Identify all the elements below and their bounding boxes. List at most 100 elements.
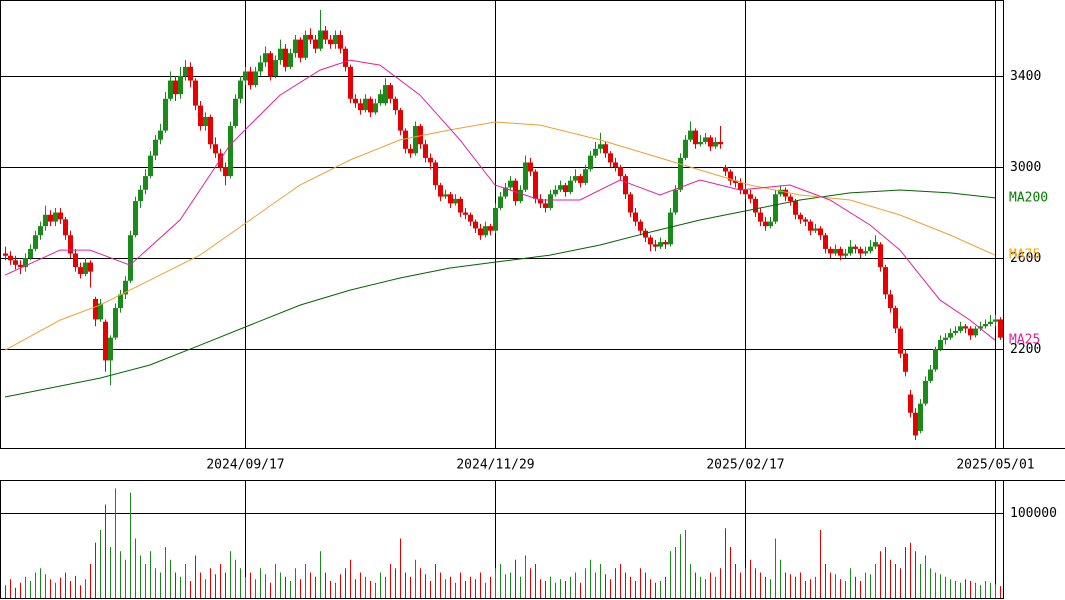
candle-body	[618, 167, 623, 177]
ma-line	[4, 59, 996, 341]
candle-body	[898, 328, 903, 354]
candle-body	[943, 337, 948, 340]
candle-body	[628, 194, 633, 213]
candle-body	[203, 116, 208, 127]
candle-body	[83, 262, 88, 274]
candle-body	[813, 228, 818, 231]
candle-body	[323, 30, 328, 40]
candle-body	[188, 66, 193, 81]
candle-body	[243, 71, 248, 81]
candle-body	[913, 412, 918, 436]
ma-label: MA25	[1009, 333, 1040, 348]
candle-body	[593, 148, 598, 156]
y-tick-label: 2200	[1010, 342, 1041, 357]
candle-body	[313, 39, 318, 49]
candle-body	[148, 155, 153, 177]
candle-body	[763, 221, 768, 227]
candle-body	[423, 144, 428, 158]
candle-body	[668, 212, 673, 245]
candle-body	[973, 328, 978, 336]
candle-body	[23, 258, 28, 268]
candle-body	[738, 182, 743, 190]
candle-body	[933, 349, 938, 370]
x-tick-label: 2024/09/17	[206, 458, 284, 473]
candle-body	[883, 267, 888, 295]
candle-body	[938, 339, 943, 350]
candle-body	[13, 260, 18, 265]
y-tick-label: 3400	[1010, 69, 1041, 84]
candle-body	[718, 141, 723, 145]
candle-body	[958, 326, 963, 331]
candle-body	[673, 189, 678, 213]
candle-body	[903, 353, 908, 372]
candle-body	[788, 196, 793, 202]
candle-body	[168, 80, 173, 99]
candle-body	[428, 157, 433, 163]
candle-body	[993, 319, 998, 322]
candle-body	[88, 262, 93, 272]
candle-body	[563, 185, 568, 193]
candle-body	[833, 248, 838, 254]
candle-body	[518, 189, 523, 202]
y-tick-label: 3000	[1010, 160, 1041, 175]
candle-body	[803, 219, 808, 222]
candle-body	[413, 126, 418, 154]
candle-body	[63, 219, 68, 236]
candle-body	[173, 80, 178, 95]
candle-body	[208, 116, 213, 145]
candle-body	[773, 194, 778, 222]
candle-body	[213, 144, 218, 154]
candle-body	[378, 94, 383, 104]
candle-body	[293, 39, 298, 54]
ma-line	[4, 121, 996, 351]
candle-body	[728, 171, 733, 181]
candle-body	[888, 294, 893, 309]
candle-body	[193, 80, 198, 106]
candle-body	[233, 98, 238, 127]
candle-body	[348, 66, 353, 99]
candle-body	[318, 30, 323, 49]
candle-body	[283, 48, 288, 67]
candle-body	[603, 144, 608, 154]
candle-body	[533, 171, 538, 199]
candle-body	[178, 75, 183, 95]
candle-body	[733, 180, 738, 183]
candle-body	[583, 169, 588, 183]
candle-body	[983, 323, 988, 327]
candle-body	[923, 380, 928, 404]
candle-body	[508, 180, 513, 188]
candle-body	[333, 35, 338, 45]
candle-body	[948, 333, 953, 338]
candle-body	[488, 226, 493, 231]
candle-body	[278, 48, 283, 61]
candle-body	[498, 196, 503, 208]
candle-body	[358, 103, 363, 111]
candle-body	[38, 226, 43, 236]
candle-body	[643, 230, 648, 238]
candle-body	[703, 137, 708, 142]
y-tick-label: 100000	[1010, 506, 1057, 521]
candle-body	[753, 198, 758, 213]
candle-body	[248, 71, 253, 86]
candle-body	[143, 176, 148, 190]
candle-body	[33, 235, 38, 249]
candle-body	[383, 85, 388, 104]
candle-body	[28, 248, 33, 259]
candle-body	[388, 85, 393, 99]
candle-body	[253, 71, 258, 86]
candle-body	[693, 130, 698, 145]
candle-body	[78, 267, 83, 274]
candle-body	[978, 326, 983, 329]
candle-body	[153, 139, 158, 156]
candle-body	[503, 187, 508, 197]
candle-body	[878, 244, 883, 268]
candle-body	[363, 98, 368, 111]
candle-body	[8, 255, 13, 261]
candle-body	[638, 221, 643, 231]
candle-body	[538, 198, 543, 204]
candle-body	[783, 189, 788, 197]
candle-body	[568, 180, 573, 193]
candle-body	[713, 141, 718, 147]
